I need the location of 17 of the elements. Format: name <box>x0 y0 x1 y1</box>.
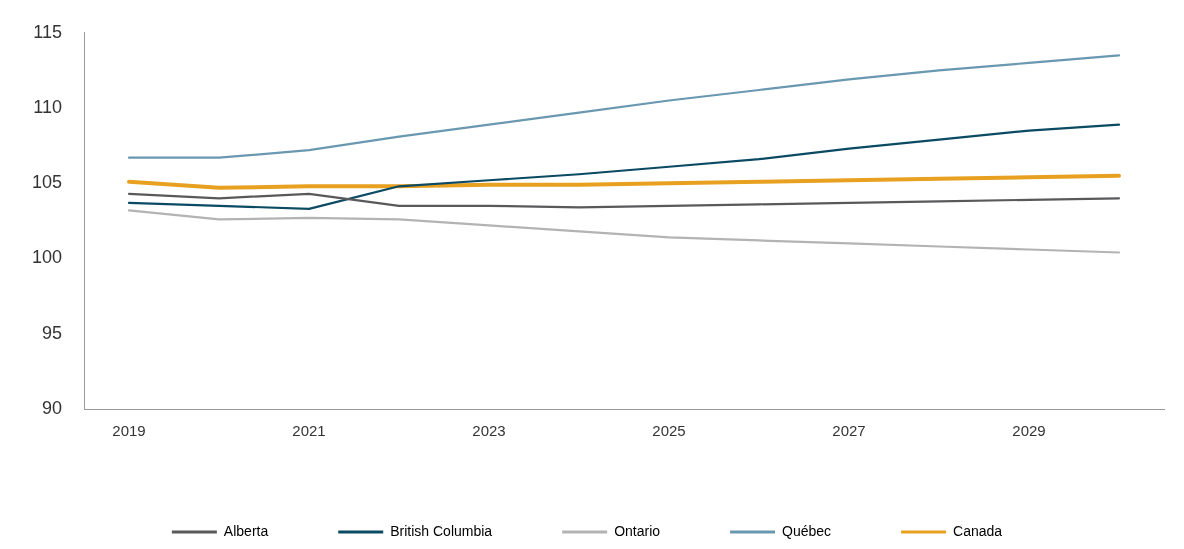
x-tick-label: 2021 <box>292 422 326 440</box>
x-tick-label: 2019 <box>112 422 146 440</box>
y-tick-label: 115 <box>33 21 63 42</box>
legend-label: British Columbia <box>390 522 493 539</box>
legend-label: Ontario <box>614 522 661 539</box>
y-tick-label: 95 <box>42 322 63 343</box>
x-tick-label: 2029 <box>1012 422 1046 440</box>
y-tick-label: 110 <box>33 97 63 118</box>
legend-label: Québec <box>782 522 832 539</box>
x-tick-label: 2025 <box>652 422 686 440</box>
legend-label: Alberta <box>223 522 269 539</box>
x-tick-label: 2027 <box>832 422 866 440</box>
y-tick-label: 100 <box>31 247 63 268</box>
y-tick-label: 90 <box>42 397 63 418</box>
x-tick-label: 2023 <box>472 422 506 440</box>
y-tick-label: 105 <box>31 172 63 193</box>
legend-label: Canada <box>953 522 1003 539</box>
